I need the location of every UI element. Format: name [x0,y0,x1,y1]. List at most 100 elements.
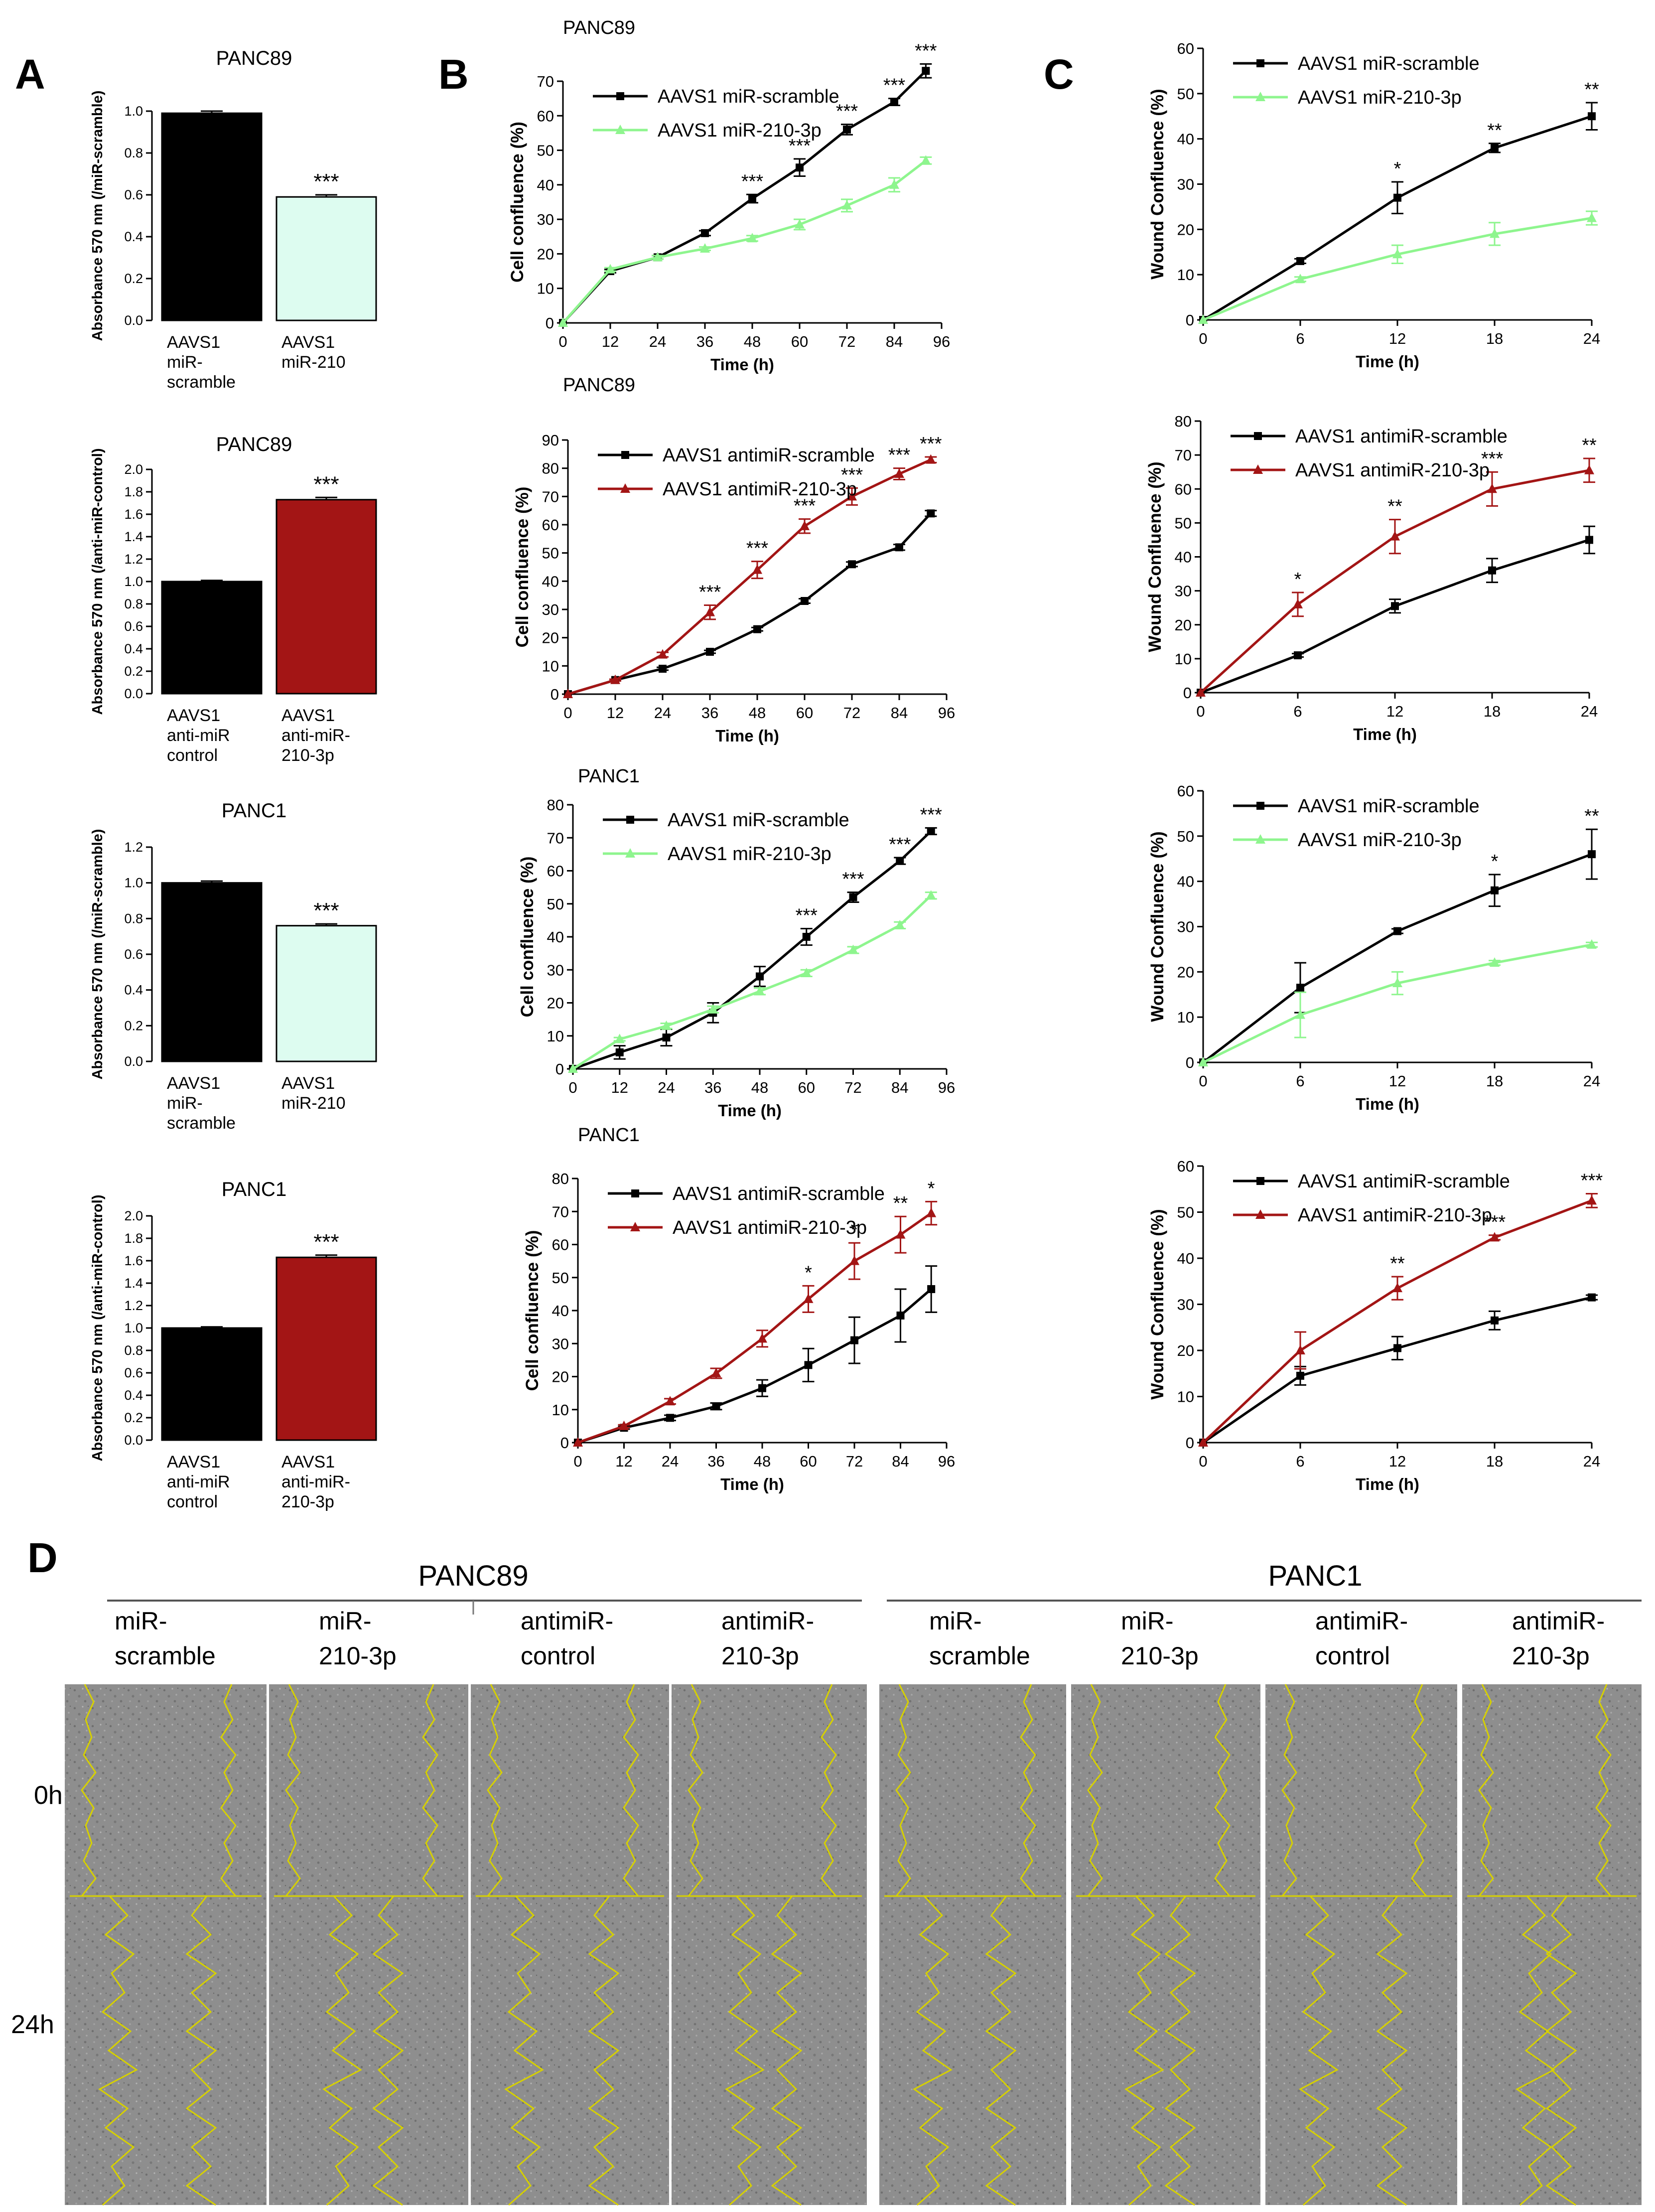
data-point [927,827,935,835]
wound-image [1462,1684,1642,2205]
x-axis-label: Time (h) [710,355,774,374]
y-tick-label: 1.0 [124,1321,143,1335]
wound-edge-outline [985,1896,1017,2206]
data-point [796,163,804,172]
y-tick-label: 0.0 [124,686,143,701]
x-tick-label: 12 [615,1453,632,1470]
wound-image [879,1684,1066,2205]
column-label: control [521,1642,595,1670]
data-point [706,648,714,656]
wound-edge-outline [372,1896,404,2206]
x-tick-label: 36 [701,704,718,722]
data-point [800,520,810,530]
x-tick-label: 24 [662,1453,679,1470]
data-point [847,491,857,501]
data-point [1392,978,1402,988]
data-point [1491,886,1499,894]
y-tick-label: 0 [1186,1434,1194,1452]
y-tick-label: 0.8 [124,596,143,611]
x-tick-label: 12 [1389,1072,1406,1090]
x-axis-label: Time (h) [1356,352,1419,371]
x-tick-label: 84 [892,1453,909,1470]
legend-label: AAVS1 antimiR-210-3p [663,479,857,500]
data-point [1256,802,1264,810]
data-point [1588,850,1596,859]
column-label: miR- [115,1607,167,1635]
y-tick-label: 60 [552,1236,569,1254]
chart-title: PANC1 [578,1125,640,1146]
y-tick-label: 0.8 [124,911,143,926]
data-point [926,1207,937,1217]
data-point [890,98,898,106]
significance-label: *** [746,538,769,559]
y-tick-label: 50 [1177,85,1194,103]
y-tick-label: 0 [551,686,559,703]
data-point [1491,1316,1499,1325]
line-chart-c1: 0 10 20 30 40 50 60 0 6 12 18 24 Time (h) Wound Confl… [1148,40,1600,371]
data-point [848,944,858,954]
column-label: control [1315,1642,1390,1670]
y-axis-label: Cell confluence (%) [523,1230,542,1391]
y-axis-label: Cell confluence (%) [513,487,532,648]
bar [276,925,377,1062]
series-line [1202,1296,1592,1444]
y-tick-label: 20 [537,245,554,263]
wound-edge-outline [1020,1684,1036,1897]
y-tick-label: 0 [1186,311,1194,329]
group-label-panc1: PANC1 [1268,1560,1362,1592]
data-point [848,560,856,569]
legend-label: AAVS1 miR-scramble [668,810,849,831]
x-tick-label: 36 [704,1079,721,1096]
data-point [1588,1293,1596,1302]
legend-label: AAVS1 miR-scramble [1298,53,1480,74]
y-tick-label: 30 [537,211,554,228]
significance-label: *** [836,101,858,122]
data-point [1393,927,1401,935]
data-point [1587,212,1597,222]
wound-edge-outline [588,1896,620,2206]
data-point [1255,92,1265,101]
significance-label: *** [1481,448,1504,469]
y-tick-label: 30 [1177,918,1194,936]
data-point [1198,314,1208,324]
y-tick-label: 10 [552,1401,569,1419]
y-tick-label: 2.0 [124,462,143,477]
column-label: 210-3p [1121,1642,1199,1670]
legend-label: AAVS1 antimiR-scramble [673,1183,885,1204]
y-tick-label: 20 [542,629,559,647]
series-line [1202,1199,1592,1444]
data-point [802,933,811,941]
y-tick-label: 90 [542,432,559,449]
x-tick-label: 96 [938,704,955,722]
legend-label: AAVS1 miR-210-3p [1298,830,1462,851]
x-axis-label: Time (h) [1356,1475,1419,1493]
data-point [1490,1232,1500,1242]
x-tick-label: 60 [796,704,813,722]
data-point [1488,566,1496,575]
y-tick-label: 10 [1175,650,1192,668]
data-point [573,1437,583,1447]
data-point [926,454,936,464]
y-tick-label: 0.2 [124,271,143,286]
y-tick-label: 40 [547,928,564,946]
data-point [1391,602,1399,610]
data-point [1392,1283,1402,1293]
data-point [1296,257,1304,265]
series-line [572,830,932,1070]
y-tick-label: 1.6 [124,1253,143,1268]
x-tick-label: 12 [1389,330,1406,347]
bar [161,882,263,1062]
wound-edge-outline [220,1684,237,1897]
data-point [1254,432,1262,440]
wound-edge-outline [623,1684,639,1897]
data-point [1198,1057,1208,1066]
significance-label: *** [915,40,937,61]
x-tick-label: 60 [800,1453,817,1470]
bar [276,499,377,695]
line-chart-c2: 0 10 20 30 40 50 60 70 80 0 6 12 18 24 Time (h) Wound C… [1145,413,1598,743]
y-tick-label: 70 [537,73,554,90]
significance-label: *** [1581,1171,1603,1191]
category-label: 210-3p [281,1492,334,1511]
x-tick-label: 60 [798,1079,815,1096]
wound-edge-outline [1281,1684,1297,1897]
